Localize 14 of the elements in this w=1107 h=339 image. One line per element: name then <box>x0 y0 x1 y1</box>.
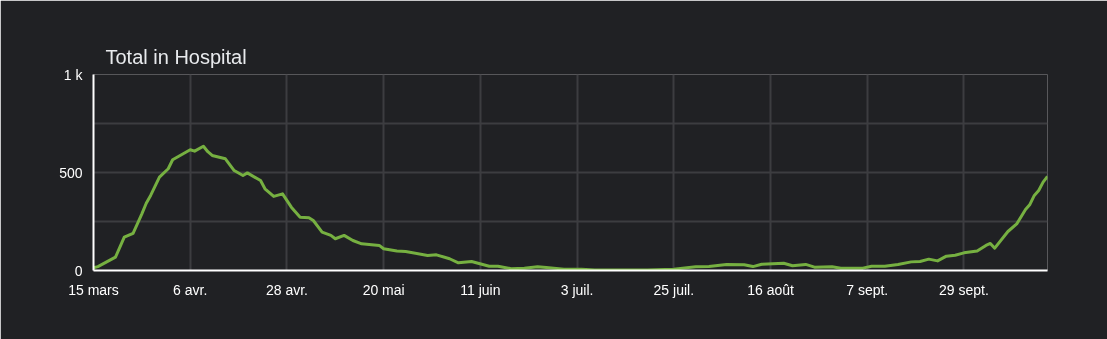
chart-title: Total in Hospital <box>105 45 247 68</box>
x-tick-label: 20 mai <box>362 281 405 298</box>
y-tick-label: 1 k <box>63 66 84 83</box>
x-tick-label: 11 juin <box>460 281 501 298</box>
x-tick-label: 28 avr. <box>265 281 308 298</box>
x-tick-label: 29 sept. <box>939 281 989 298</box>
y-tick-label: 0 <box>74 262 83 279</box>
x-tick-label: 16 août <box>747 281 794 298</box>
x-tick-label: 15 mars <box>68 281 119 298</box>
x-tick-label: 7 sept. <box>846 281 889 298</box>
x-tick-label: 25 juil. <box>653 281 695 298</box>
x-tick-label: 3 juil. <box>560 281 594 298</box>
x-tick-label: 6 avr. <box>173 281 208 298</box>
y-tick-label: 500 <box>59 164 83 181</box>
